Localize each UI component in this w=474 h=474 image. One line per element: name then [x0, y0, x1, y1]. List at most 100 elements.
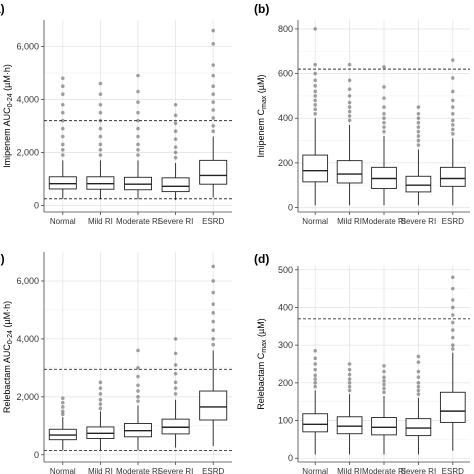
- y-axis-title-main: Relebactam C: [256, 352, 266, 410]
- x-category-label: Mild RI: [88, 217, 113, 226]
- outlier-point: [136, 100, 140, 104]
- outlier-point: [416, 392, 421, 396]
- outlier-point: [136, 389, 140, 393]
- outlier-point: [98, 153, 103, 157]
- box-esrd: [439, 58, 466, 206]
- outlier-point: [347, 109, 352, 114]
- x-category-label: Moderate RI: [116, 467, 160, 474]
- outlier-point: [98, 406, 103, 411]
- y-tick-label: 0: [34, 200, 39, 210]
- y-tick-label: 4,000: [16, 334, 39, 344]
- outlier-point: [313, 373, 318, 378]
- x-category-label: Normal: [302, 467, 328, 474]
- box-iqr: [405, 175, 432, 193]
- outlier-point: [61, 142, 65, 147]
- outlier-point: [98, 392, 103, 396]
- outlier-point: [313, 362, 318, 366]
- outlier-point: [416, 125, 421, 129]
- y-tick-label: 0: [288, 453, 293, 463]
- y-tick-label: 200: [278, 378, 293, 388]
- box-mild-ri: [86, 380, 115, 451]
- x-category-label: Moderate RI: [116, 217, 160, 226]
- outlier-point: [313, 98, 318, 103]
- outlier-point: [211, 290, 215, 295]
- outlier-point: [451, 328, 455, 332]
- box-iqr: [336, 160, 363, 184]
- x-category-label: Severe RI: [401, 467, 437, 474]
- outlier-point: [313, 349, 318, 353]
- outlier-point: [61, 396, 65, 401]
- panel-4: 0 100 200 300 400 500 Normal Mild RI Moderate RI…: [254, 252, 470, 474]
- outlier-point: [211, 73, 215, 78]
- box-iqr: [48, 176, 77, 190]
- y-tick-label: 500: [278, 265, 293, 275]
- box-severe-ri: [161, 102, 190, 201]
- outlier-point: [313, 84, 318, 88]
- y-tick-label: 400: [278, 302, 293, 312]
- y-tick-label: 2,000: [16, 147, 39, 157]
- panel-2: 0 200 400 600 800 Normal Mild RI Moderate RISev…: [254, 2, 470, 226]
- outlier-point: [211, 328, 215, 333]
- outlier-point: [451, 275, 455, 280]
- outlier-point: [173, 351, 178, 356]
- outlier-point: [382, 375, 386, 379]
- outlier-point: [173, 380, 178, 385]
- outlier-point: [136, 348, 140, 353]
- panel-label: (d): [254, 252, 269, 266]
- y-axis-title-unit: (µM): [256, 75, 266, 96]
- outlier-point: [211, 319, 215, 324]
- outlier-point: [61, 92, 65, 96]
- outlier-point: [451, 127, 455, 132]
- y-axis-title: Imipenem AUC0-24 (µM·h): [2, 64, 13, 168]
- outlier-point: [416, 105, 421, 109]
- outlier-point: [98, 397, 103, 402]
- outlier-point: [211, 92, 215, 96]
- outlier-point: [313, 356, 318, 361]
- outlier-point: [347, 62, 352, 67]
- y-tick-label: 800: [278, 24, 293, 34]
- outlier-point: [98, 402, 103, 406]
- y-axis-title-subscript: 0-24: [7, 93, 14, 107]
- y-tick-label: 6,000: [16, 41, 39, 51]
- outlier-point: [347, 118, 352, 123]
- box-severe-ri: [405, 105, 432, 206]
- outlier-point: [136, 147, 140, 152]
- y-axis-title: Relebactam Cmax (µM): [256, 318, 267, 409]
- x-category-label: Severe RI: [158, 467, 194, 474]
- x-category-label: Severe RI: [401, 217, 437, 226]
- box-moderate-ri: [371, 65, 397, 206]
- box-normal: [302, 349, 329, 455]
- outlier-point: [313, 103, 318, 107]
- x-category-label: Normal: [50, 217, 76, 226]
- outlier-point: [211, 108, 215, 112]
- outlier-point: [451, 286, 455, 291]
- y-tick-label: 100: [278, 416, 293, 426]
- outlier-point: [211, 264, 215, 269]
- panel-1: 0 2,000 4,000 6,000 Normal Mild RI Moderate RI…: [0, 2, 232, 226]
- outlier-point: [382, 386, 386, 391]
- outlier-point: [61, 147, 65, 152]
- outlier-point: [61, 110, 65, 115]
- outlier-point: [211, 279, 215, 283]
- y-tick-label: 0: [288, 203, 293, 213]
- y-tick-label: 2,000: [16, 392, 39, 402]
- outlier-point: [416, 388, 421, 393]
- x-category-label: ESRD: [442, 217, 464, 226]
- outlier-point: [98, 142, 103, 147]
- x-category-label: Mild RI: [337, 467, 362, 474]
- outlier-point: [451, 298, 455, 302]
- y-axis-title-unit: (µM·h): [2, 301, 12, 330]
- outlier-point: [416, 369, 421, 374]
- outlier-point: [136, 89, 140, 94]
- box-esrd: [439, 275, 466, 451]
- box-iqr: [199, 159, 228, 185]
- box-iqr: [302, 154, 329, 183]
- outlier-point: [136, 374, 140, 379]
- x-category-label: Mild RI: [88, 467, 113, 474]
- box-moderate-ri: [124, 348, 152, 451]
- outlier-point: [98, 386, 103, 390]
- box-moderate-ri: [371, 364, 397, 455]
- outlier-point: [211, 302, 215, 306]
- outlier-point: [382, 382, 386, 387]
